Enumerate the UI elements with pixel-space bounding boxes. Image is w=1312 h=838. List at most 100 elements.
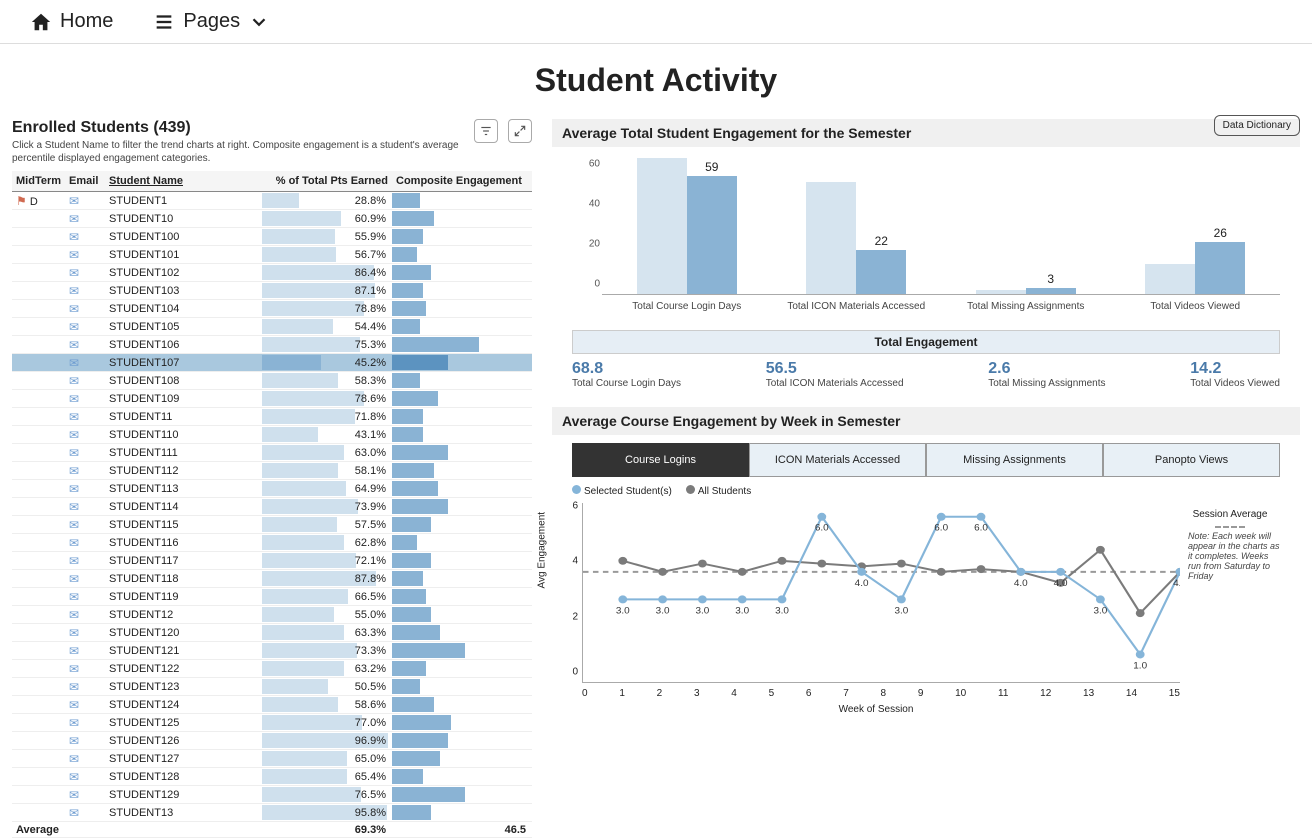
email-icon[interactable]: ✉ xyxy=(69,608,79,622)
table-row[interactable]: ✉STUDENT10387.1% xyxy=(12,282,532,300)
email-icon[interactable]: ✉ xyxy=(69,698,79,712)
email-icon[interactable]: ✉ xyxy=(69,428,79,442)
email-icon[interactable]: ✉ xyxy=(69,338,79,352)
nav-pages[interactable]: Pages xyxy=(153,10,270,33)
email-icon[interactable]: ✉ xyxy=(69,806,79,820)
svg-text:3.0: 3.0 xyxy=(656,606,670,616)
email-icon[interactable]: ✉ xyxy=(69,716,79,730)
table-row[interactable]: ✉STUDENT10745.2% xyxy=(12,354,532,372)
table-row[interactable]: ✉STUDENT12577.0% xyxy=(12,714,532,732)
email-icon[interactable]: ✉ xyxy=(69,788,79,802)
table-row[interactable]: ✉STUDENT1395.8% xyxy=(12,804,532,822)
legend: Selected Student(s) All Students xyxy=(572,485,1280,497)
col-email[interactable]: Email xyxy=(65,171,105,192)
table-row[interactable]: ✉STUDENT10055.9% xyxy=(12,228,532,246)
tab-missing-assignments[interactable]: Missing Assignments xyxy=(926,443,1103,477)
table-row[interactable]: ✉STUDENT10478.8% xyxy=(12,300,532,318)
table-row[interactable]: ✉STUDENT11163.0% xyxy=(12,444,532,462)
email-icon[interactable]: ✉ xyxy=(69,410,79,424)
email-icon[interactable]: ✉ xyxy=(69,374,79,388)
table-row[interactable]: ✉STUDENT11557.5% xyxy=(12,516,532,534)
email-icon[interactable]: ✉ xyxy=(69,770,79,784)
table-row[interactable]: ✉STUDENT12976.5% xyxy=(12,786,532,804)
table-row[interactable]: ✉STUDENT10675.3% xyxy=(12,336,532,354)
table-row[interactable]: ✉STUDENT12458.6% xyxy=(12,696,532,714)
email-icon[interactable]: ✉ xyxy=(69,554,79,568)
email-icon[interactable]: ✉ xyxy=(69,464,79,478)
student-name: STUDENT118 xyxy=(105,570,262,588)
table-row[interactable]: ✉STUDENT10978.6% xyxy=(12,390,532,408)
tab-panopto-views[interactable]: Panopto Views xyxy=(1103,443,1280,477)
table-row[interactable]: ✉STUDENT12696.9% xyxy=(12,732,532,750)
table-row[interactable]: ✉STUDENT12865.4% xyxy=(12,768,532,786)
email-icon[interactable]: ✉ xyxy=(69,536,79,550)
email-icon[interactable]: ✉ xyxy=(69,590,79,604)
svg-text:6.0: 6.0 xyxy=(815,523,829,533)
tab-icon-materials-accessed[interactable]: ICON Materials Accessed xyxy=(749,443,926,477)
student-name: STUDENT105 xyxy=(105,318,262,336)
email-icon[interactable]: ✉ xyxy=(69,212,79,226)
email-icon[interactable]: ✉ xyxy=(69,356,79,370)
table-row[interactable]: ✉STUDENT12350.5% xyxy=(12,678,532,696)
weekly-section-title: Average Course Engagement by Week in Sem… xyxy=(552,407,1300,435)
email-icon[interactable]: ✉ xyxy=(69,320,79,334)
table-row[interactable]: ✉STUDENT12173.3% xyxy=(12,642,532,660)
email-icon[interactable]: ✉ xyxy=(69,518,79,532)
col-midterm[interactable]: MidTerm xyxy=(12,171,65,192)
email-icon[interactable]: ✉ xyxy=(69,392,79,406)
filter-button[interactable] xyxy=(474,119,498,143)
engagement-section-title: Average Total Student Engagement for the… xyxy=(552,119,1300,147)
table-row[interactable]: ✉STUDENT12765.0% xyxy=(12,750,532,768)
email-icon[interactable]: ✉ xyxy=(69,734,79,748)
email-icon[interactable]: ✉ xyxy=(69,752,79,766)
email-icon[interactable]: ✉ xyxy=(69,662,79,676)
data-dictionary-button[interactable]: Data Dictionary xyxy=(1214,115,1300,136)
col-name[interactable]: Student Name xyxy=(105,171,262,192)
email-icon[interactable]: ✉ xyxy=(69,680,79,694)
student-name: STUDENT100 xyxy=(105,228,262,246)
table-row[interactable]: ✉STUDENT12063.3% xyxy=(12,624,532,642)
email-icon[interactable]: ✉ xyxy=(69,266,79,280)
svg-text:1.0: 1.0 xyxy=(1133,661,1147,671)
email-icon[interactable]: ✉ xyxy=(69,230,79,244)
col-comp[interactable]: Composite Engagement xyxy=(392,171,532,192)
nav-home[interactable]: Home xyxy=(30,10,113,33)
table-row[interactable]: ✉STUDENT11473.9% xyxy=(12,498,532,516)
student-name: STUDENT104 xyxy=(105,300,262,318)
student-name: STUDENT127 xyxy=(105,750,262,768)
email-icon[interactable]: ✉ xyxy=(69,500,79,514)
col-pct[interactable]: % of Total Pts Earned xyxy=(262,171,392,192)
table-row[interactable]: ✉STUDENT11043.1% xyxy=(12,426,532,444)
expand-button[interactable] xyxy=(508,119,532,143)
email-icon[interactable]: ✉ xyxy=(69,626,79,640)
student-name: STUDENT103 xyxy=(105,282,262,300)
table-row[interactable]: ✉STUDENT11887.8% xyxy=(12,570,532,588)
table-row[interactable]: ✉STUDENT10858.3% xyxy=(12,372,532,390)
table-row[interactable]: ✉STUDENT11364.9% xyxy=(12,480,532,498)
table-row[interactable]: ✉STUDENT11258.1% xyxy=(12,462,532,480)
home-icon xyxy=(30,11,52,33)
table-row[interactable]: ✉STUDENT11662.8% xyxy=(12,534,532,552)
table-row[interactable]: ✉STUDENT11772.1% xyxy=(12,552,532,570)
table-row[interactable]: ✉STUDENT1171.8% xyxy=(12,408,532,426)
table-row[interactable]: ✉STUDENT1060.9% xyxy=(12,210,532,228)
email-icon[interactable]: ✉ xyxy=(69,284,79,298)
email-icon[interactable]: ✉ xyxy=(69,194,79,208)
student-name: STUDENT112 xyxy=(105,462,262,480)
table-row[interactable]: ✉STUDENT1255.0% xyxy=(12,606,532,624)
email-icon[interactable]: ✉ xyxy=(69,572,79,586)
table-row[interactable]: ✉STUDENT10286.4% xyxy=(12,264,532,282)
tab-course-logins[interactable]: Course Logins xyxy=(572,443,749,477)
table-row[interactable]: ✉STUDENT12263.2% xyxy=(12,660,532,678)
email-icon[interactable]: ✉ xyxy=(69,248,79,262)
table-row[interactable]: ⚑ D✉STUDENT128.8% xyxy=(12,192,532,210)
email-icon[interactable]: ✉ xyxy=(69,644,79,658)
svg-text:6.0: 6.0 xyxy=(974,523,988,533)
email-icon[interactable]: ✉ xyxy=(69,446,79,460)
email-icon[interactable]: ✉ xyxy=(69,302,79,316)
bar-group: 26Total Videos Viewed xyxy=(1111,242,1281,294)
table-row[interactable]: ✉STUDENT10156.7% xyxy=(12,246,532,264)
table-row[interactable]: ✉STUDENT10554.4% xyxy=(12,318,532,336)
email-icon[interactable]: ✉ xyxy=(69,482,79,496)
table-row[interactable]: ✉STUDENT11966.5% xyxy=(12,588,532,606)
